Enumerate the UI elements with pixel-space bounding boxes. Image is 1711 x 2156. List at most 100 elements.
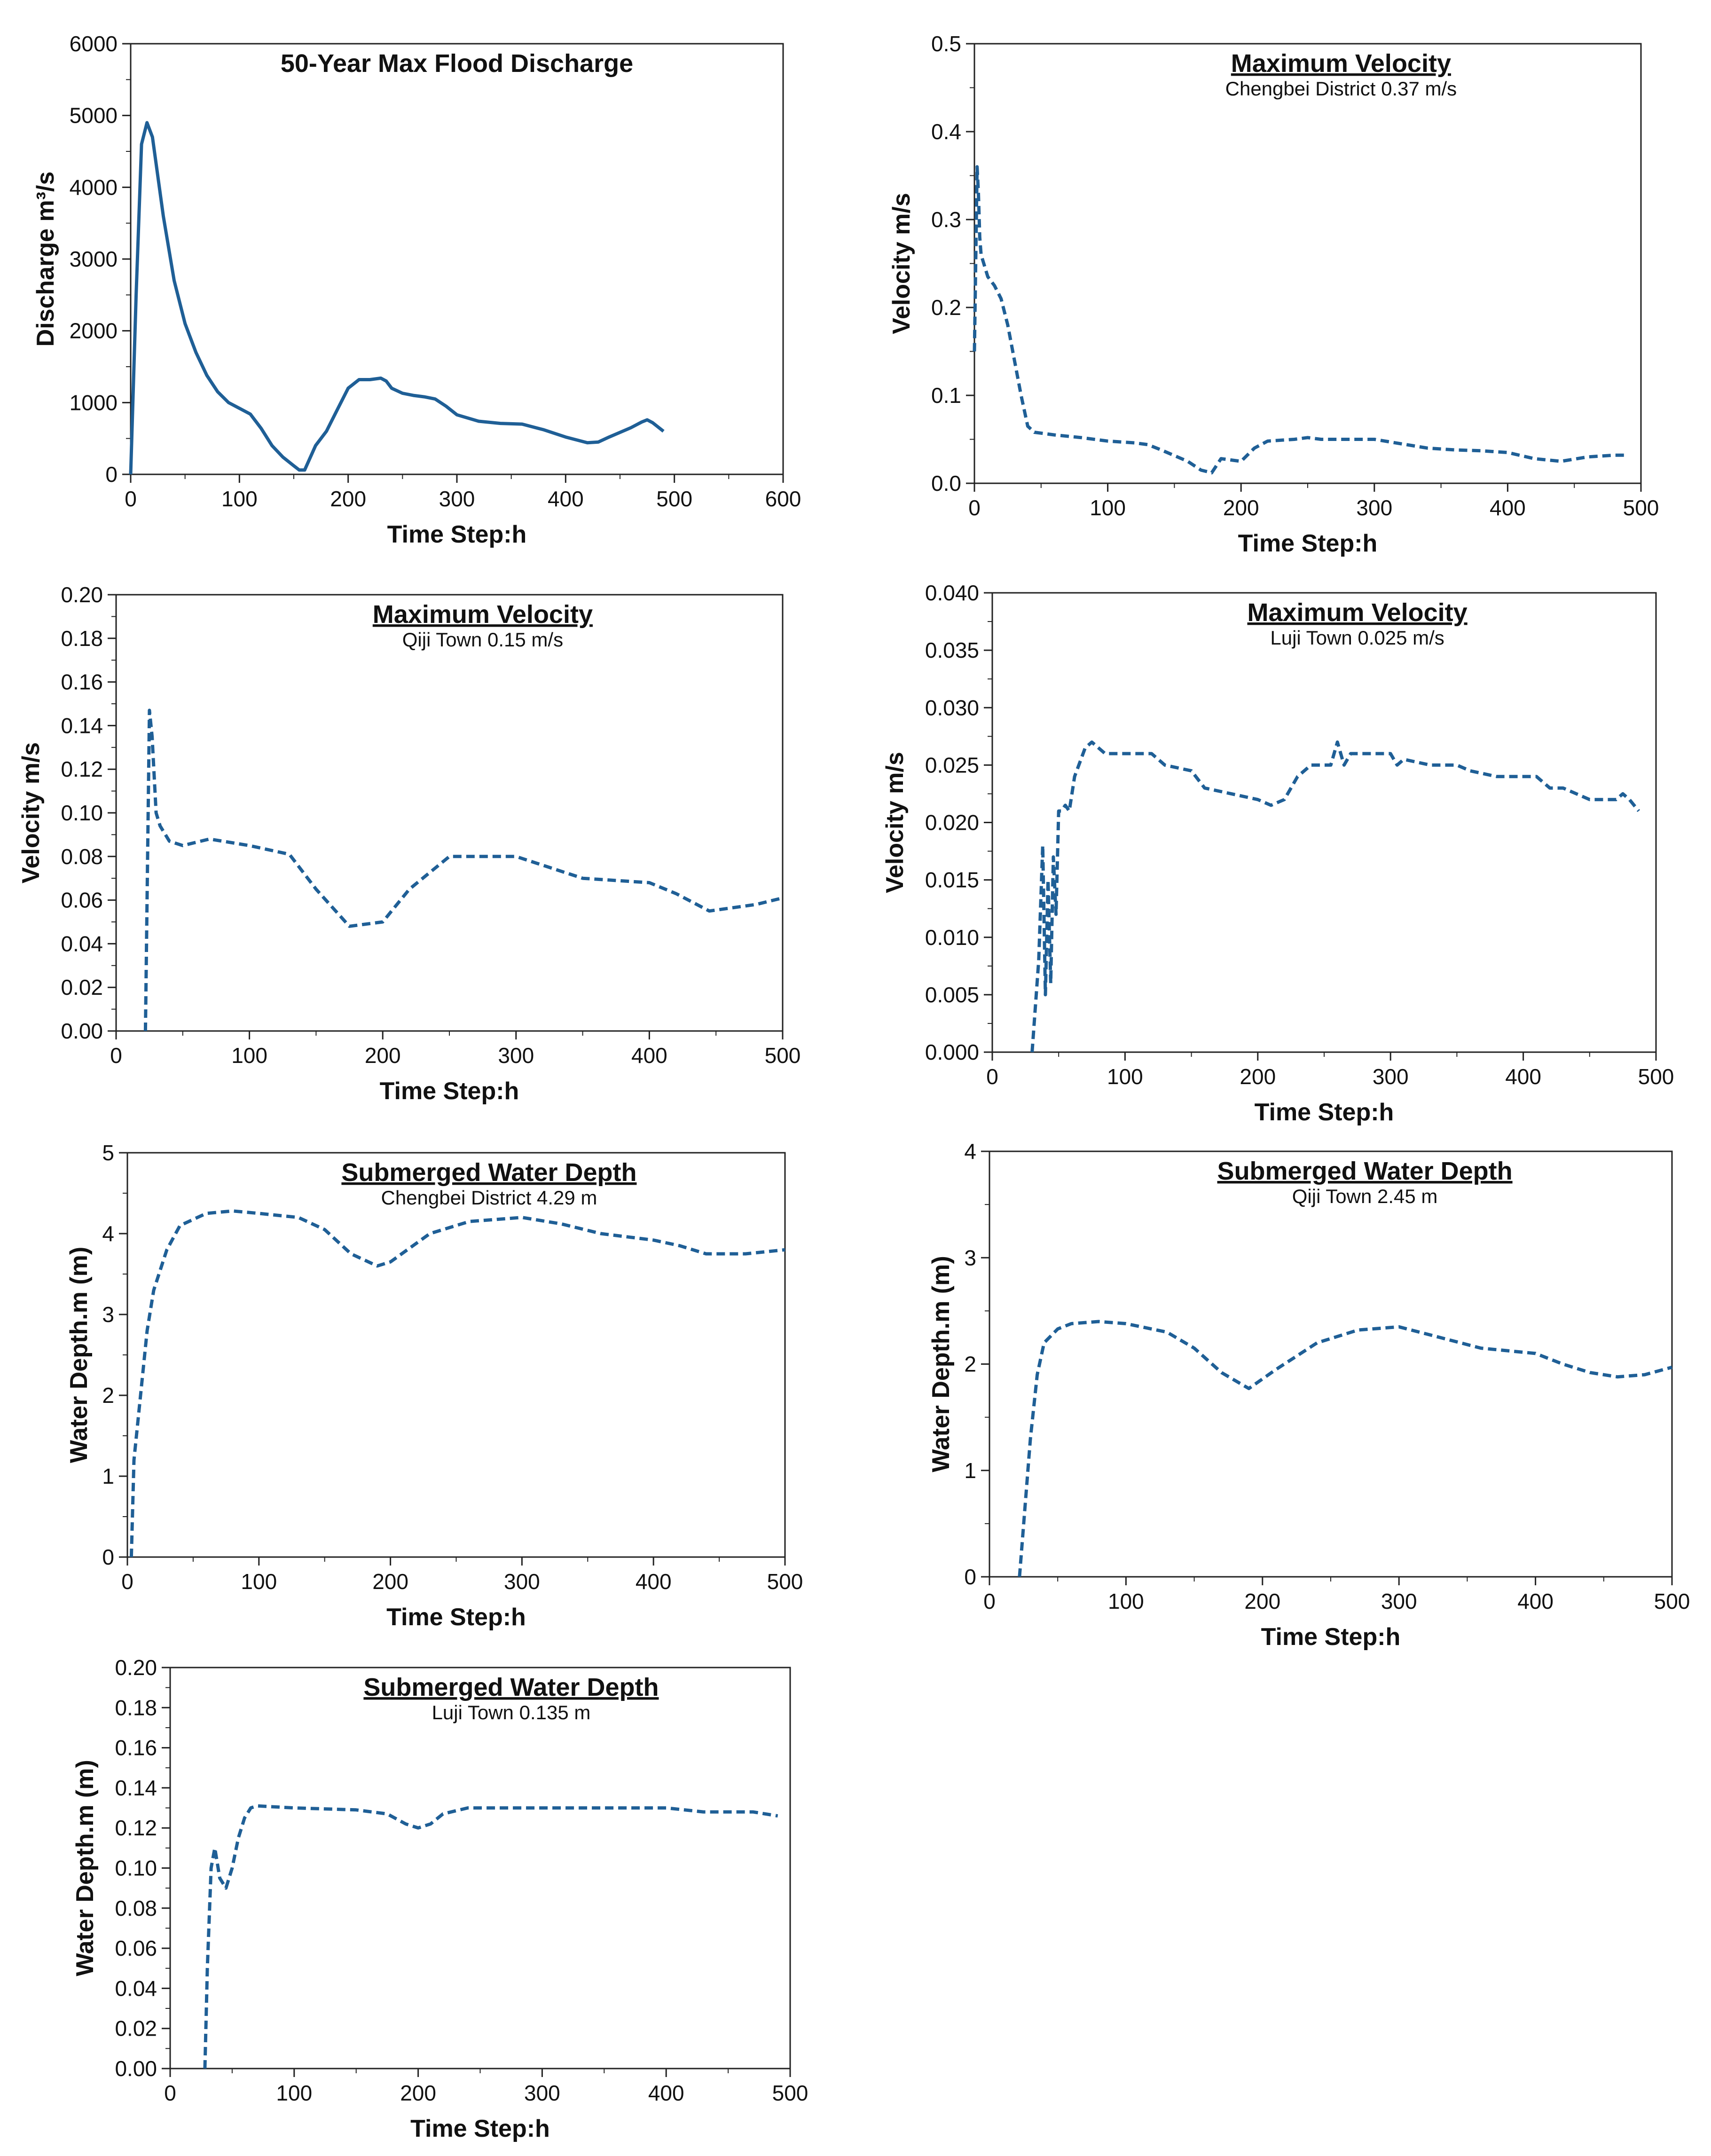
- y-tick-label: 1000: [70, 390, 118, 415]
- plot-frame: [130, 43, 784, 475]
- y-axis-label: Water Depth.m (m): [927, 1256, 955, 1472]
- y-tick-label: 0: [105, 462, 118, 487]
- y-tick-label: 0.20: [61, 582, 103, 607]
- chart-subtitle: Chengbei District 0.37 m/s: [1225, 78, 1457, 100]
- chart-subtitle: Luji Town 0.025 m/s: [1270, 627, 1444, 649]
- x-tick-label: 200: [330, 487, 366, 511]
- x-tick-label: 300: [524, 2081, 560, 2105]
- chart-discharge: 0 100 200 300 400 500 600010002000300040005000…: [32, 31, 801, 548]
- x-tick-label: 500: [1623, 496, 1659, 520]
- x-tick-label: 300: [504, 1569, 540, 1594]
- chart-depth-chengbei: 0 100 200 300 400 500 0 1 2 3 4 5 Time Step:h Water D…: [65, 1141, 803, 1631]
- x-tick-label: 400: [548, 487, 584, 511]
- y-tick-label: 1: [102, 1464, 114, 1488]
- chart-vel-luji: 0 100 200 300 400 500 0.000 0.005 0.010 0.015 0.02…: [881, 581, 1674, 1126]
- y-tick-label: 4: [964, 1139, 976, 1164]
- y-tick-label: 3: [964, 1245, 976, 1270]
- y-tick-label: 0.02: [61, 975, 103, 999]
- y-tick-label: 0.10: [115, 1856, 157, 1881]
- chart-depth-qiji: 0 100 200 300 400 500 0 1 2 3 4 Time Step:h Water De…: [927, 1139, 1690, 1651]
- x-tick-label: 300: [1373, 1064, 1409, 1089]
- x-tick-label: 400: [648, 2081, 684, 2105]
- y-tick-label: 0.16: [115, 1736, 157, 1760]
- y-tick-label: 0.20: [115, 1655, 157, 1680]
- plot-frame: [126, 1152, 786, 1558]
- x-tick-label: 200: [1244, 1589, 1280, 1613]
- y-tick-label: 0.02: [115, 2016, 157, 2041]
- plot-frame: [973, 43, 1642, 484]
- y-tick-label: 0.06: [115, 1936, 157, 1960]
- x-tick-label: 0: [164, 2081, 176, 2105]
- y-tick-label: 0.06: [61, 888, 103, 913]
- x-axis-label: Time Step:h: [1255, 1099, 1394, 1126]
- y-tick-label: 0.1: [931, 383, 961, 408]
- y-tick-label: 4: [102, 1221, 114, 1246]
- y-tick-label: 2: [102, 1383, 114, 1408]
- chart-subtitle: Qiji Town 0.15 m/s: [402, 629, 563, 651]
- y-tick-label: 0: [102, 1545, 114, 1569]
- x-tick-label: 100: [241, 1569, 277, 1594]
- x-tick-label: 100: [221, 487, 258, 511]
- x-tick-label: 200: [1223, 496, 1259, 520]
- y-tick-label: 0.010: [925, 925, 979, 950]
- y-tick-label: 5: [102, 1141, 114, 1165]
- y-axis-label: Velocity m/s: [888, 193, 915, 334]
- plot-frame: [991, 592, 1657, 1053]
- x-tick-label: 500: [765, 1043, 801, 1068]
- x-tick-label: 200: [1240, 1064, 1276, 1089]
- y-tick-label: 0.005: [925, 983, 979, 1007]
- series-line: [129, 121, 665, 475]
- y-tick-label: 3: [102, 1302, 114, 1327]
- y-axis-label: Water Depth.m (m): [71, 1760, 99, 1976]
- y-tick-label: 0.2: [931, 295, 961, 320]
- x-tick-label: 500: [656, 487, 692, 511]
- x-tick-label: 0: [125, 487, 137, 511]
- x-tick-label: 300: [498, 1043, 534, 1068]
- y-tick-label: 0.12: [115, 1816, 157, 1840]
- y-tick-label: 0: [964, 1565, 976, 1589]
- x-tick-label: 400: [1517, 1589, 1554, 1613]
- chart-title: 50-Year Max Flood Discharge: [281, 49, 633, 78]
- chart-vel-qiji: 0 100 200 300 400 500 0.00 0.02 0.04 0.06 0.08 0.10…: [17, 582, 801, 1105]
- y-tick-label: 4000: [70, 175, 118, 199]
- y-tick-label: 0.14: [61, 713, 103, 738]
- x-tick-label: 300: [439, 487, 475, 511]
- x-tick-label: 500: [1654, 1589, 1690, 1613]
- plot-frame: [169, 1667, 791, 2069]
- y-tick-label: 0.00: [115, 2056, 157, 2081]
- y-tick-label: 0.030: [925, 695, 979, 720]
- plot-frame: [115, 594, 784, 1032]
- x-tick-label: 0: [110, 1043, 122, 1068]
- x-axis-label: Time Step:h: [1261, 1623, 1401, 1651]
- chart-title: Maximum Velocity: [373, 600, 593, 629]
- y-tick-label: 2000: [70, 319, 118, 343]
- chart-title: Maximum Velocity: [1231, 49, 1451, 78]
- x-axis-label: Time Step:h: [387, 521, 527, 548]
- x-tick-label: 200: [365, 1043, 401, 1068]
- x-axis-label: Time Step:h: [386, 1604, 526, 1631]
- x-tick-label: 400: [1505, 1064, 1541, 1089]
- chart-title: Submerged Water Depth: [363, 1673, 659, 1701]
- series-line: [973, 165, 1628, 475]
- chart-title: Submerged Water Depth: [1217, 1157, 1513, 1185]
- x-tick-label: 500: [772, 2081, 808, 2105]
- y-tick-label: 0.08: [115, 1896, 157, 1920]
- x-tick-label: 300: [1356, 496, 1392, 520]
- y-axis-label: Velocity m/s: [881, 752, 909, 893]
- y-tick-label: 0.12: [61, 757, 103, 781]
- y-tick-label: 0.015: [925, 868, 979, 892]
- x-axis-label: Time Step:h: [380, 1078, 519, 1105]
- y-tick-label: 0.08: [61, 844, 103, 869]
- plot-frame: [989, 1150, 1673, 1578]
- series-line: [143, 708, 783, 1031]
- y-tick-label: 0.04: [61, 931, 103, 956]
- y-axis-label: Water Depth.m (m): [65, 1247, 93, 1463]
- y-tick-label: 1: [964, 1458, 976, 1483]
- x-tick-label: 400: [1490, 496, 1526, 520]
- chart-subtitle: Chengbei District 4.29 m: [381, 1187, 597, 1209]
- x-tick-label: 200: [372, 1569, 408, 1594]
- x-tick-label: 100: [231, 1043, 267, 1068]
- y-tick-label: 0.000: [925, 1040, 979, 1064]
- x-tick-label: 400: [636, 1569, 672, 1594]
